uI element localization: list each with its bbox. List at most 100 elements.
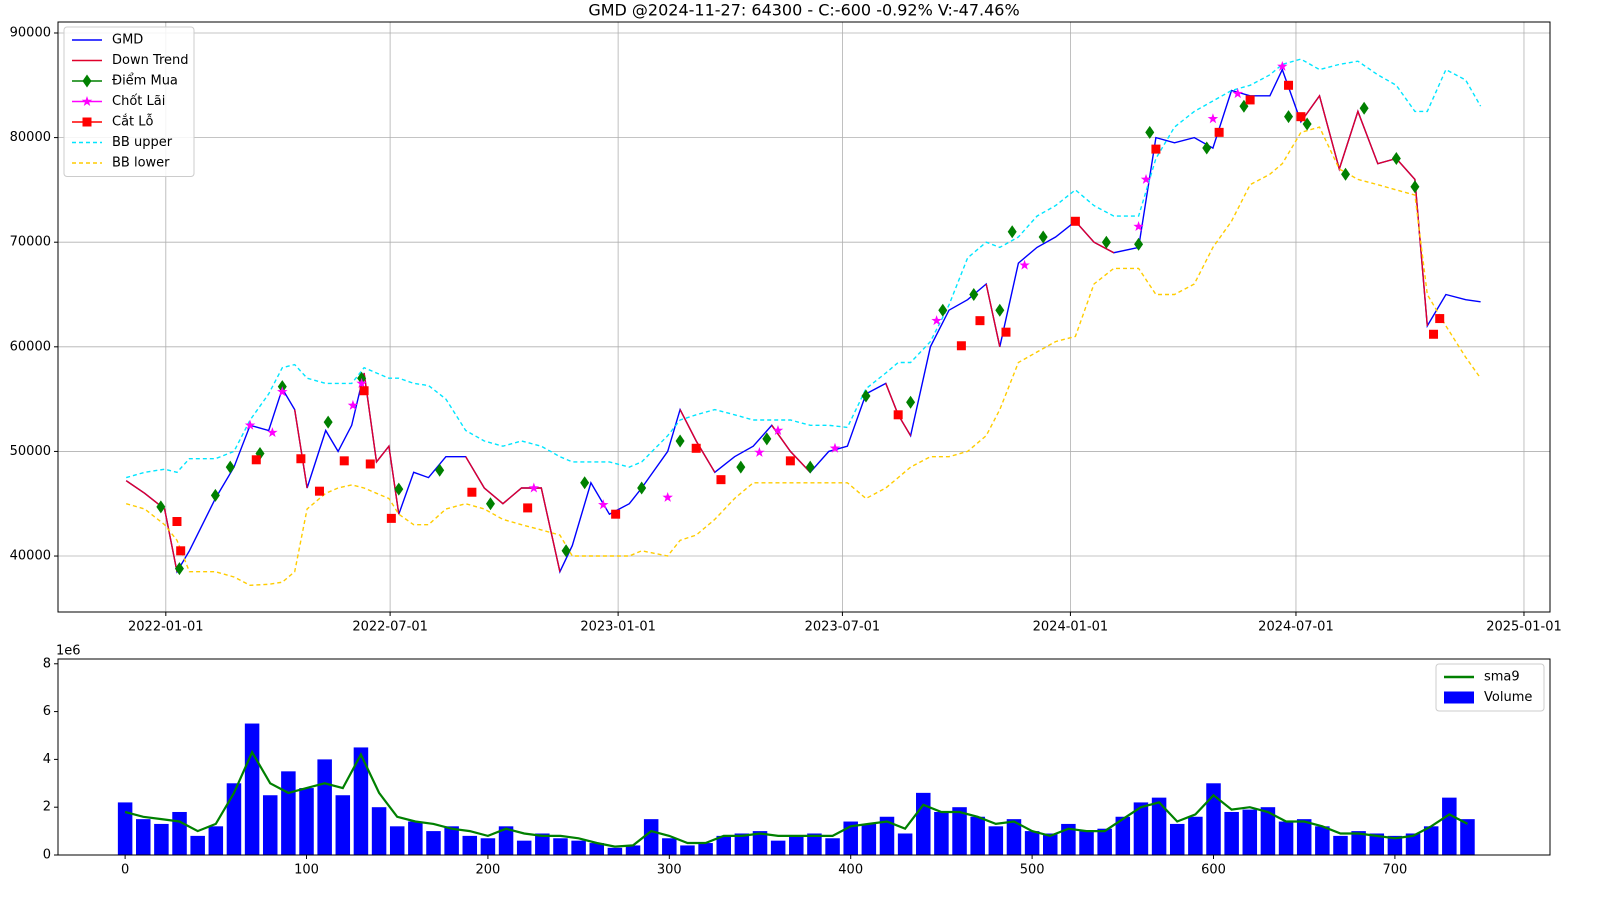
marker: [662, 491, 673, 502]
bar: [916, 792, 931, 855]
bar: [1206, 783, 1221, 855]
chart-title: GMD @2024-11-27: 64300 - C:-600 -0.92% V…: [588, 1, 1019, 20]
bar: [1442, 797, 1457, 855]
marker: [1359, 101, 1369, 115]
marker: [975, 316, 985, 326]
bar: [1097, 828, 1112, 855]
legend-label: Volume: [1484, 690, 1532, 705]
bar: [680, 845, 695, 855]
bar: [825, 838, 840, 855]
bar: [934, 811, 949, 855]
y-tick-label: 4: [43, 752, 51, 767]
bar: [1169, 823, 1185, 855]
x-tick-label: 2023-01-01: [580, 620, 656, 635]
marker: [1140, 173, 1152, 184]
bar: [480, 838, 496, 855]
bar: [335, 795, 351, 855]
bar: [698, 843, 713, 855]
x-tick-label: 2025-01-01: [1486, 620, 1562, 635]
marker: [829, 442, 841, 453]
x-tick-label: 600: [1201, 863, 1226, 878]
y-tick-label: 6: [43, 704, 51, 719]
bar: [1278, 821, 1294, 855]
legend-label: BB upper: [112, 135, 173, 150]
marker: [210, 488, 220, 502]
legend-marker: [82, 74, 92, 88]
marker: [277, 386, 288, 397]
bar: [1260, 807, 1276, 855]
bar: [389, 826, 405, 855]
x-tick-label: 200: [475, 863, 500, 878]
marker: [255, 447, 265, 461]
marker: [1001, 327, 1011, 337]
marker: [637, 481, 647, 495]
legend-label: GMD: [112, 33, 143, 48]
marker: [1207, 113, 1219, 124]
x-tick-label: 2023-07-01: [805, 620, 881, 635]
marker: [772, 425, 784, 435]
marker: [485, 497, 495, 511]
marker: [1284, 80, 1294, 90]
marker: [1101, 235, 1111, 249]
marker: [1145, 125, 1155, 139]
marker: [906, 395, 916, 409]
bar: [1405, 833, 1421, 855]
marker: [174, 562, 184, 576]
legend-label: Điểm Mua: [112, 74, 178, 89]
bar: [789, 835, 804, 855]
legend-label: Cắt Lỗ: [112, 115, 154, 130]
marker: [394, 482, 404, 496]
bar: [952, 807, 967, 855]
marker: [251, 455, 261, 465]
bar: [1460, 819, 1475, 855]
marker: [1019, 259, 1030, 270]
bar: [879, 816, 895, 855]
y-tick-label: 0: [43, 848, 51, 863]
legend-label: BB lower: [112, 156, 170, 171]
marker: [1134, 237, 1144, 251]
marker: [296, 454, 306, 464]
line-series: [126, 58, 1482, 479]
bar: [371, 807, 387, 855]
bar: [317, 759, 332, 855]
bar: [897, 833, 913, 855]
marker: [1429, 329, 1439, 339]
y-tick-label: 40000: [10, 549, 51, 564]
legend-swatch: [1444, 691, 1474, 704]
line-series: [125, 67, 1481, 574]
x-tick-label: 2024-07-01: [1258, 620, 1334, 635]
marker: [1133, 221, 1144, 231]
bar: [1006, 819, 1022, 855]
bar: [408, 821, 423, 855]
bar: [1351, 831, 1366, 855]
legend-marker: [82, 117, 92, 127]
bar: [752, 831, 768, 855]
marker: [176, 546, 186, 556]
y-tick-label: 60000: [10, 339, 51, 354]
bar: [1369, 833, 1385, 855]
marker: [1070, 216, 1080, 226]
marker: [1038, 230, 1048, 244]
bar: [444, 826, 459, 855]
x-tick-label: 400: [838, 863, 863, 878]
marker: [956, 341, 966, 351]
legend-label: Chốt Lãi: [112, 94, 165, 109]
marker: [1341, 167, 1351, 181]
bar: [172, 811, 187, 855]
bar: [589, 843, 605, 855]
y-tick-label: 90000: [10, 25, 51, 40]
marker: [931, 315, 942, 326]
marker: [1284, 110, 1294, 124]
y-tick-label: 2: [43, 800, 51, 815]
bar: [607, 847, 623, 855]
marker: [1232, 88, 1243, 99]
legend-marker: [81, 96, 93, 106]
marker: [172, 517, 182, 527]
marker: [523, 503, 533, 513]
marker: [861, 389, 871, 403]
marker: [598, 499, 609, 510]
marker: [1391, 152, 1401, 166]
marker: [1214, 127, 1224, 137]
offset-label: 1e6: [56, 644, 81, 659]
bar: [117, 802, 133, 855]
